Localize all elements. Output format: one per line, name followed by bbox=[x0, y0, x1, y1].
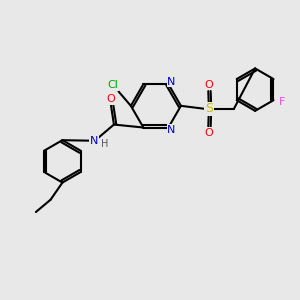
Text: N: N bbox=[90, 136, 98, 146]
Text: Cl: Cl bbox=[108, 80, 118, 90]
Text: O: O bbox=[204, 80, 213, 90]
Text: H: H bbox=[100, 139, 108, 149]
Text: F: F bbox=[278, 97, 285, 107]
Text: O: O bbox=[204, 128, 213, 138]
Text: N: N bbox=[167, 125, 176, 135]
Text: O: O bbox=[106, 94, 116, 104]
Text: S: S bbox=[205, 102, 213, 115]
Text: N: N bbox=[167, 77, 176, 87]
